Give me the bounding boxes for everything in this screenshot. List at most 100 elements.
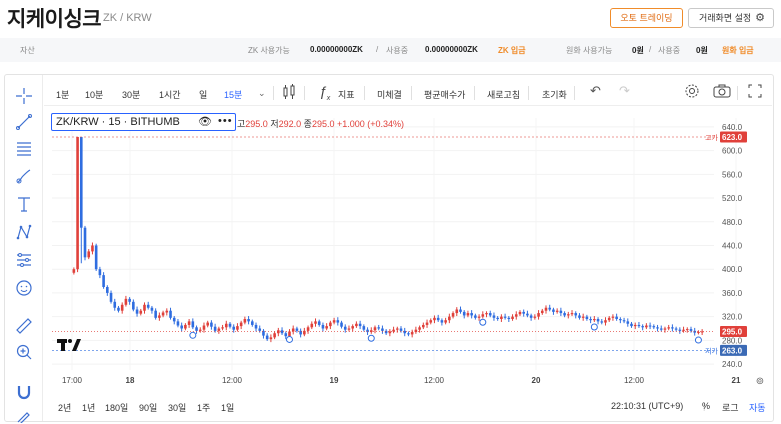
emoji-icon[interactable]	[5, 279, 43, 301]
zk-in-use-value: 0.00000000ZK	[425, 45, 478, 54]
tradingview-logo	[56, 336, 82, 356]
clock[interactable]: 22:10:31 (UTC+9)	[611, 401, 684, 411]
krw-available-value: 0원	[632, 46, 644, 55]
range-90d[interactable]: 90일	[139, 403, 158, 413]
range-1w[interactable]: 1주	[197, 403, 211, 413]
candle-body	[358, 323, 362, 327]
divider	[411, 86, 412, 100]
candle-body	[500, 316, 503, 320]
candle-body	[314, 321, 317, 324]
scroll-right-button[interactable]: ⊚	[755, 376, 765, 387]
candle-body	[165, 310, 169, 313]
candle-body	[269, 337, 273, 340]
candle-body	[236, 326, 239, 330]
interval-selected[interactable]: 15분	[224, 90, 243, 100]
zoom-in-icon[interactable]	[5, 343, 43, 365]
candle-body	[213, 326, 217, 331]
screen-settings-button[interactable]: 거래화면 설정 ⚙	[688, 8, 774, 28]
candle-body	[615, 316, 618, 320]
chevron-down-icon[interactable]: ⌄	[258, 88, 266, 98]
unsettled-button[interactable]: 미체결	[377, 90, 402, 100]
candle-body	[79, 136, 83, 228]
candle-body	[265, 335, 269, 340]
candle-body	[195, 327, 198, 331]
candle-body	[648, 325, 652, 327]
pattern-icon[interactable]	[5, 223, 43, 245]
candle-body	[172, 317, 176, 322]
indicator-button[interactable]: 지표	[338, 90, 355, 100]
candle-body	[120, 304, 124, 311]
trendline-icon[interactable]	[5, 113, 43, 135]
candle-body	[585, 316, 589, 320]
reset-button[interactable]: 초기화	[542, 90, 567, 100]
refresh-button[interactable]: 새로고침	[487, 90, 521, 100]
interval-1m[interactable]: 1분	[56, 90, 70, 100]
candle-body	[284, 333, 288, 337]
brush-icon[interactable]	[5, 167, 43, 189]
candle-body	[540, 310, 544, 314]
forecast-icon[interactable]	[5, 251, 43, 273]
candle-body	[589, 319, 592, 321]
candle-body	[459, 309, 462, 312]
interval-30m[interactable]: 30분	[122, 90, 141, 100]
interval-1h[interactable]: 1시간	[159, 90, 181, 100]
auto-toggle[interactable]: 자동	[749, 403, 766, 413]
avg-buy-price-button[interactable]: 평균매수가	[424, 90, 466, 100]
fullscreen-icon[interactable]	[748, 83, 762, 102]
redo-icon[interactable]: ↷	[619, 83, 630, 98]
interval-10m[interactable]: 10분	[85, 90, 104, 100]
crosshair-icon[interactable]	[5, 87, 43, 109]
interval-day[interactable]: 일	[199, 90, 208, 100]
range-30d[interactable]: 30일	[168, 403, 187, 413]
candle-body	[239, 322, 243, 327]
candle-body	[418, 327, 421, 330]
symbol-legend[interactable]: ZK/KRW · 15 · BITHUMB 👁 •••	[51, 113, 236, 131]
fib-icon[interactable]	[5, 139, 43, 161]
ruler-icon[interactable]	[5, 317, 43, 339]
range-1y[interactable]: 1년	[82, 403, 96, 413]
candle-body	[384, 330, 388, 334]
candle-body	[117, 307, 120, 311]
asset-label: 자산	[20, 46, 35, 55]
candle-body	[161, 312, 165, 316]
candle-body	[191, 321, 195, 328]
candle-body	[399, 328, 403, 331]
price-tick-label: 240.0	[722, 360, 743, 369]
candle-body	[288, 331, 291, 337]
settings-icon[interactable]	[684, 83, 700, 102]
candle-body	[559, 310, 563, 314]
range-1d[interactable]: 1일	[221, 403, 235, 413]
log-toggle[interactable]: 로그	[722, 403, 739, 413]
auto-trading-button[interactable]: 오토 트레이딩	[610, 8, 683, 28]
text-icon[interactable]	[5, 195, 43, 217]
range-2y[interactable]: 2년	[58, 403, 72, 413]
candle-body	[154, 310, 157, 318]
gear-icon: ⚙	[755, 12, 765, 24]
price-tick-label: 320.0	[722, 313, 743, 322]
candle-body	[228, 323, 232, 327]
zk-deposit-link[interactable]: ZK 입금	[498, 46, 526, 55]
magnet-icon[interactable]	[5, 383, 43, 405]
candle-body	[507, 317, 511, 320]
candle-body	[511, 316, 514, 320]
candle-body	[633, 324, 637, 327]
candle-body	[135, 309, 139, 314]
indicator-icon[interactable]: ƒx	[319, 83, 331, 102]
range-180d[interactable]: 180일	[105, 403, 129, 413]
candle-body	[306, 327, 310, 331]
candle-body	[146, 304, 150, 308]
camera-icon[interactable]	[713, 83, 731, 102]
eye-icon[interactable]: 👁	[198, 116, 212, 128]
candle-body	[533, 316, 537, 318]
candle-body	[355, 323, 358, 327]
undo-icon[interactable]: ↶	[590, 83, 601, 98]
candle-type-icon[interactable]	[282, 83, 296, 104]
pencil-lock-icon[interactable]	[5, 407, 43, 424]
time-tick-label: 20	[532, 376, 541, 385]
percent-toggle[interactable]: %	[702, 401, 711, 411]
candle-body	[578, 315, 581, 318]
price-tick-label: 560.0	[722, 170, 743, 179]
krw-deposit-link[interactable]: 원화 입금	[722, 46, 754, 55]
more-options-icon[interactable]: •••	[218, 115, 233, 127]
